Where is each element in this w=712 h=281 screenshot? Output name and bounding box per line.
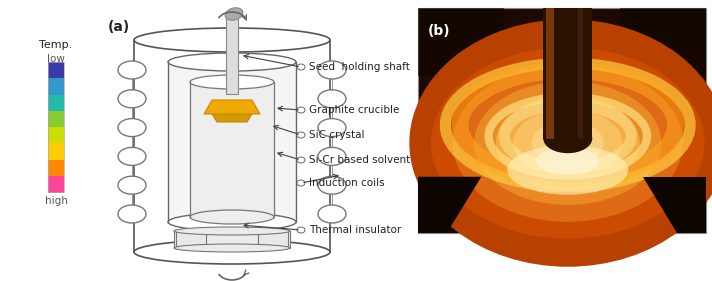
Text: Graphite crucible: Graphite crucible bbox=[309, 105, 399, 115]
Text: Temp.: Temp. bbox=[39, 40, 73, 50]
Bar bbox=[168, 62, 296, 222]
Bar bbox=[258, 231, 288, 248]
Bar bbox=[174, 231, 290, 248]
Ellipse shape bbox=[297, 107, 305, 113]
Ellipse shape bbox=[318, 148, 346, 166]
Ellipse shape bbox=[118, 176, 146, 194]
Text: Si-Cr based solvent: Si-Cr based solvent bbox=[309, 155, 410, 165]
Text: Induction coils: Induction coils bbox=[309, 178, 384, 188]
Bar bbox=[48, 176, 64, 193]
Bar bbox=[619, 8, 706, 76]
Ellipse shape bbox=[297, 157, 305, 163]
Ellipse shape bbox=[118, 61, 146, 79]
Ellipse shape bbox=[174, 244, 290, 252]
Bar bbox=[48, 62, 64, 79]
Bar bbox=[226, 14, 238, 94]
Text: Seed  holding shaft: Seed holding shaft bbox=[309, 62, 410, 72]
Bar bbox=[545, 8, 555, 139]
Ellipse shape bbox=[118, 148, 146, 166]
Polygon shape bbox=[204, 100, 260, 114]
Ellipse shape bbox=[453, 64, 683, 222]
Ellipse shape bbox=[297, 227, 305, 233]
Bar bbox=[577, 8, 582, 139]
Ellipse shape bbox=[297, 132, 305, 138]
Ellipse shape bbox=[474, 81, 661, 205]
Ellipse shape bbox=[513, 109, 622, 177]
Ellipse shape bbox=[532, 121, 604, 166]
Ellipse shape bbox=[431, 47, 705, 239]
Text: Thermal insulator: Thermal insulator bbox=[309, 225, 402, 235]
Bar bbox=[48, 62, 64, 192]
Ellipse shape bbox=[118, 90, 146, 108]
Ellipse shape bbox=[318, 205, 346, 223]
Bar bbox=[48, 78, 64, 95]
Ellipse shape bbox=[318, 119, 346, 137]
Text: (a): (a) bbox=[108, 20, 130, 34]
Ellipse shape bbox=[318, 61, 346, 79]
Ellipse shape bbox=[543, 124, 592, 153]
Bar bbox=[48, 94, 64, 112]
Text: (b): (b) bbox=[428, 24, 451, 38]
Ellipse shape bbox=[174, 227, 290, 235]
Ellipse shape bbox=[507, 145, 628, 195]
Ellipse shape bbox=[134, 28, 330, 52]
Ellipse shape bbox=[118, 205, 146, 223]
Text: low: low bbox=[47, 54, 65, 64]
Ellipse shape bbox=[409, 19, 712, 267]
Bar bbox=[190, 82, 274, 217]
Ellipse shape bbox=[496, 96, 640, 190]
Bar bbox=[418, 8, 706, 233]
Bar bbox=[134, 40, 330, 252]
Bar bbox=[48, 143, 64, 160]
Ellipse shape bbox=[226, 12, 238, 16]
Ellipse shape bbox=[118, 119, 146, 137]
Ellipse shape bbox=[190, 210, 274, 224]
Ellipse shape bbox=[168, 213, 296, 231]
Bar bbox=[48, 111, 64, 128]
Text: high: high bbox=[45, 196, 68, 206]
Ellipse shape bbox=[536, 148, 600, 175]
Polygon shape bbox=[643, 177, 706, 233]
Bar bbox=[48, 127, 64, 144]
Ellipse shape bbox=[318, 176, 346, 194]
Ellipse shape bbox=[297, 180, 305, 186]
Bar bbox=[619, 166, 706, 233]
Bar bbox=[48, 160, 64, 176]
Ellipse shape bbox=[225, 8, 243, 20]
Bar bbox=[543, 8, 592, 139]
Polygon shape bbox=[212, 114, 252, 122]
Bar bbox=[418, 8, 504, 76]
Bar bbox=[418, 166, 504, 233]
Bar bbox=[176, 231, 206, 248]
Ellipse shape bbox=[168, 53, 296, 71]
Text: SiC crystal: SiC crystal bbox=[309, 130, 365, 140]
Polygon shape bbox=[418, 177, 481, 233]
Ellipse shape bbox=[134, 240, 330, 264]
Ellipse shape bbox=[190, 75, 274, 89]
Ellipse shape bbox=[318, 90, 346, 108]
Ellipse shape bbox=[297, 64, 305, 70]
